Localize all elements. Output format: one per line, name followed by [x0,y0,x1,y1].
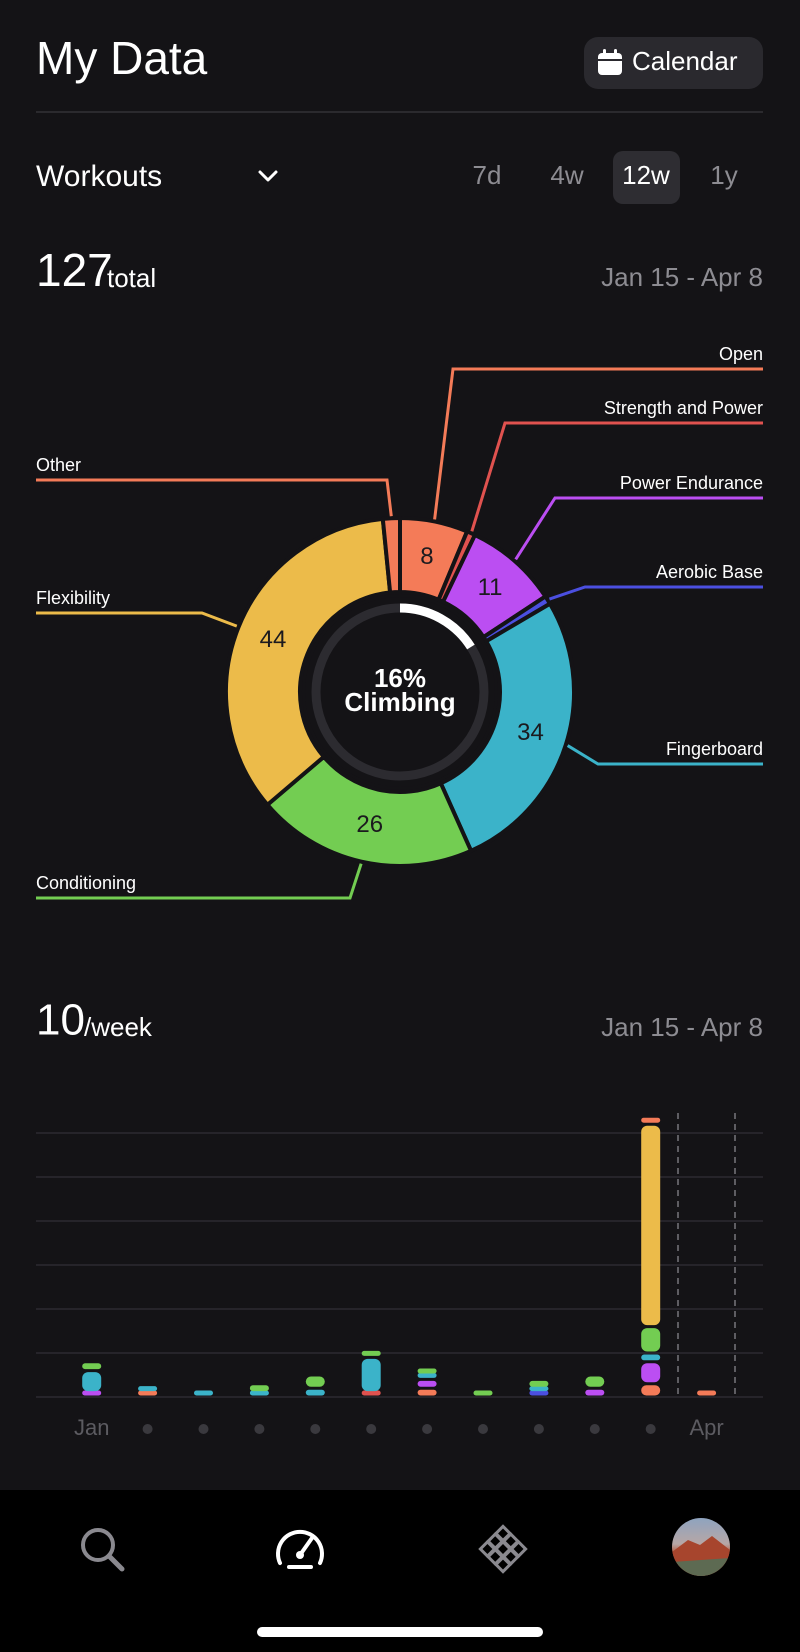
x-tick-dot [142,1424,153,1434]
weekly-bar-chart: Jan Apr [36,1117,763,1440]
calendar-label[interactable]: Calendar [632,46,738,76]
progress-arc [399,603,475,650]
leader-line [36,863,363,900]
metric-label[interactable]: Workouts [36,160,162,193]
bar-segment [417,1372,437,1378]
total-unit: total [107,263,156,293]
leader-line [470,421,763,532]
x-tick-dot [366,1424,377,1434]
center-disc [305,597,495,787]
metric-dropdown[interactable]: Workouts [36,160,278,193]
bar-segment [641,1385,661,1396]
donut-slice [438,601,576,853]
slice-value-label: 8 [420,543,433,570]
bar-segment [473,1390,493,1396]
x-tick-dot [422,1424,433,1434]
bar-segment [417,1389,437,1396]
slice-name-label: Flexibility [36,588,110,608]
weekly-rate: 10 [36,996,85,1045]
bar-segment [641,1125,661,1326]
bar-segment [585,1376,605,1387]
calendar-button-bg[interactable] [584,37,763,89]
boards-tab[interactable] [478,1524,528,1574]
date-range: Jan 15 - Apr 8 [601,1012,763,1042]
leader-line [433,367,763,520]
bar-segment [82,1390,102,1396]
x-tick-dot [198,1424,209,1434]
dashboard-tab[interactable] [276,1529,324,1569]
search-tab[interactable] [81,1528,125,1572]
bar-segment [361,1358,381,1392]
total-value: 127 [36,244,113,296]
selected-range-bg [613,151,680,204]
bar-segment [641,1354,661,1361]
page-title: My Data [36,32,208,84]
bar-segment [305,1389,325,1396]
weekly-unit: /week [84,1012,153,1042]
x-tick-dot [478,1424,488,1434]
slice-name-label: Conditioning [36,873,136,893]
bar-segment [361,1350,381,1356]
leader-line [36,611,238,628]
range-tab[interactable]: 4w [550,160,583,190]
range-tab-selected[interactable]: 12w [622,160,670,190]
bar-segment [138,1390,158,1396]
bar-segment [417,1380,437,1387]
bar-segment [641,1328,661,1352]
slice-name-label: Aerobic Base [656,562,763,582]
bar-segment [361,1390,381,1396]
slice-name-label: Other [36,455,81,475]
bar-segment [417,1368,437,1374]
bar-segment [641,1117,661,1123]
x-tick-dot [310,1424,321,1434]
bar-segment [641,1363,661,1383]
tab-bar [0,1490,800,1652]
home-indicator [257,1627,543,1637]
bar-segment [529,1386,549,1392]
slice-name-label: Open [719,344,763,364]
range-tab[interactable]: 7d [473,160,502,190]
donut-slice [380,516,402,595]
calendar-icon [598,49,622,75]
leader-line [36,478,393,517]
leader-line [566,744,763,766]
bar-segment [697,1390,717,1396]
slice-name-label: Fingerboard [666,739,763,759]
x-tick-label: Apr [689,1415,723,1440]
bar-segment [82,1363,102,1370]
slice-name-label: Power Endurance [620,473,763,493]
chevron-icon [258,170,278,182]
bar-segment [82,1372,102,1392]
leader-line [548,585,763,601]
center-value: 16% [374,663,426,693]
leader-line [514,496,763,561]
bar-segment [249,1385,269,1392]
bar-segment [305,1376,325,1387]
slice-value-label: 26 [356,811,383,838]
x-tick-dot [254,1424,265,1434]
bar-segment [138,1386,158,1392]
date-range: Jan 15 - Apr 8 [601,262,763,292]
range-tab[interactable]: 1y [710,160,737,190]
slice-value-label: 11 [478,574,503,601]
bar-segment [529,1390,549,1396]
slice-name-label: Strength and Power [604,398,763,418]
x-tick-dot [645,1424,656,1434]
bar-segment [194,1390,213,1396]
slice-value-label: 44 [260,626,287,653]
x-tick-dot [589,1424,600,1434]
center-label: Climbing [344,687,455,717]
x-tick-dot [533,1424,544,1434]
bar-segment [249,1390,269,1396]
donut-slice [265,754,474,868]
calendar-button[interactable]: Calendar [584,37,763,89]
bar-segment [529,1380,549,1387]
slice-value-label: 34 [517,719,544,746]
x-tick-label: Jan [74,1415,109,1440]
donut-chart: 8 Open Strength and Power 11 Power Endurance… [36,344,763,900]
profile-tab[interactable] [672,1518,730,1580]
bar-segment [585,1389,605,1396]
donut-slice [224,516,393,807]
